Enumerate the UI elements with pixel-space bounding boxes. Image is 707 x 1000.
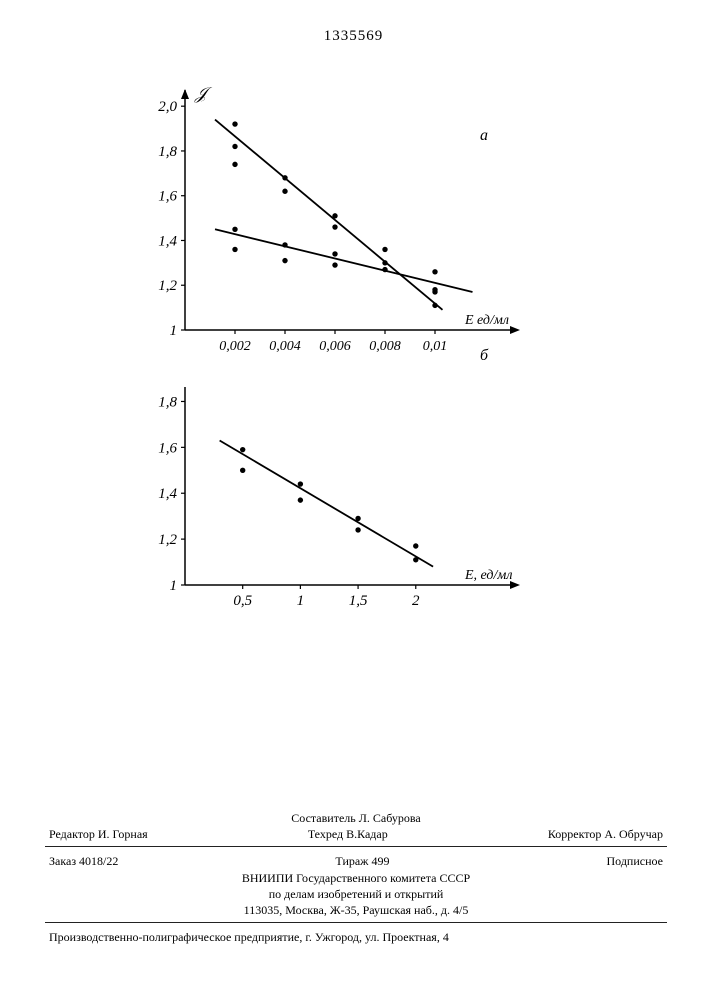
footer-address: 113035, Москва, Ж-35, Раушская наб., д. … <box>45 902 667 918</box>
svg-text:1: 1 <box>170 578 178 594</box>
svg-text:1,5: 1,5 <box>349 593 368 609</box>
footer-order: Заказ 4018/22 <box>49 853 118 869</box>
svg-text:Е ед/мл: Е ед/мл <box>464 313 509 328</box>
svg-text:0,008: 0,008 <box>369 339 401 354</box>
svg-text:1,2: 1,2 <box>158 278 177 294</box>
svg-text:0,01: 0,01 <box>423 339 448 354</box>
svg-text:1,4: 1,4 <box>158 233 177 249</box>
svg-text:0,004: 0,004 <box>269 339 301 354</box>
svg-text:1,2: 1,2 <box>158 532 177 548</box>
footer-techred: Техред В.Кадар <box>308 826 388 842</box>
page: 1335569 1 1,2 1,4 1,6 1,8 2,0 0,002 0,004 0,006 0… <box>0 0 707 1000</box>
footer-corrector: Корректор А. Обручар <box>548 826 663 842</box>
footer-editors-row: Редактор И. Горная Техред В.Кадар Коррек… <box>45 826 667 842</box>
svg-text:1: 1 <box>297 593 305 609</box>
svg-text:1,6: 1,6 <box>158 189 177 205</box>
chart-b: 1 1,2 1,4 1,6 1,8 0,5 1 1,5 2 E, ед/мл <box>130 385 550 645</box>
footer-divider-2 <box>45 922 667 923</box>
footer-order-row: Заказ 4018/22 Тираж 499 Подписное <box>45 853 667 869</box>
svg-text:2: 2 <box>412 593 420 609</box>
svg-text:1,6: 1,6 <box>158 440 177 456</box>
footer-printrun: Тираж 499 <box>335 853 389 869</box>
footer-composer: Составитель Л. Сабурова <box>45 810 667 826</box>
svg-text:0,5: 0,5 <box>233 593 252 609</box>
footer-editor: Редактор И. Горная <box>49 826 148 842</box>
footer-block: Составитель Л. Сабурова Редактор И. Горн… <box>45 810 667 945</box>
footer-org1: ВНИИПИ Государственного комитета СССР <box>45 870 667 886</box>
svg-text:б: б <box>480 347 489 364</box>
document-number: 1335569 <box>0 28 707 45</box>
footer-printing: Производственно-полиграфическое предприя… <box>45 929 667 945</box>
chart-a: 1 1,2 1,4 1,6 1,8 2,0 0,002 0,004 0,006 0,008 0,01… <box>130 85 550 385</box>
footer-divider-1 <box>45 846 667 847</box>
footer-org2: по делам изобретений и открытий <box>45 886 667 902</box>
charts-container: 1 1,2 1,4 1,6 1,8 2,0 0,002 0,004 0,006 0,008 0,01… <box>130 85 550 645</box>
svg-text:0,006: 0,006 <box>319 339 351 354</box>
svg-text:а: а <box>480 127 488 144</box>
svg-text:0,002: 0,002 <box>219 339 251 354</box>
svg-text:E, ед/мл: E, ед/мл <box>464 568 512 583</box>
svg-text:1,8: 1,8 <box>158 144 177 160</box>
svg-text:𝒥: 𝒥 <box>194 85 213 103</box>
svg-text:1: 1 <box>170 323 178 339</box>
footer-subscription: Подписное <box>607 853 664 869</box>
svg-text:1,8: 1,8 <box>158 394 177 410</box>
svg-text:1,4: 1,4 <box>158 486 177 502</box>
svg-text:2,0: 2,0 <box>158 99 177 115</box>
